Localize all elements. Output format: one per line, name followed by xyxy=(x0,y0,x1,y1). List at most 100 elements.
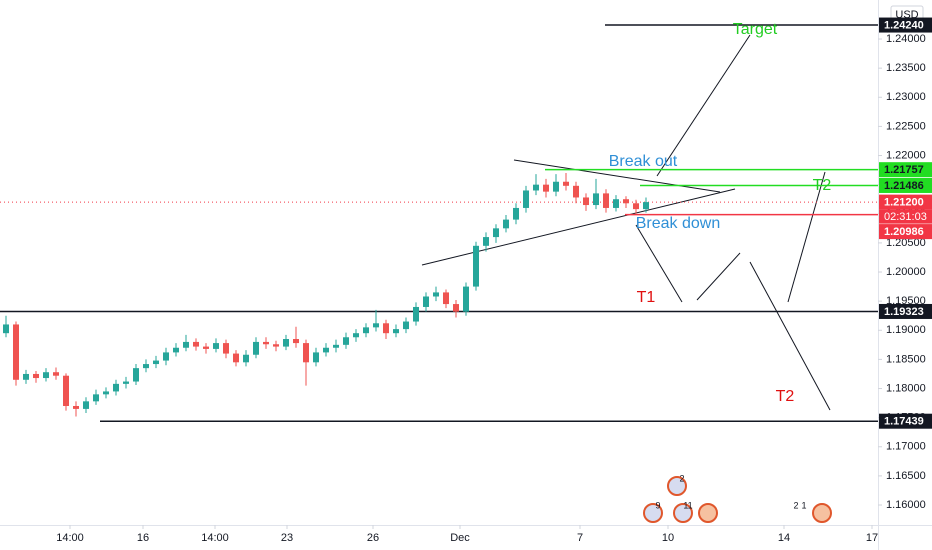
candle-body xyxy=(63,375,69,406)
candle-body xyxy=(273,344,279,347)
event-icon xyxy=(667,476,687,496)
candle-body xyxy=(623,199,629,204)
x-tick-label: 14:00 xyxy=(56,532,84,544)
candle-body xyxy=(133,368,139,382)
candle-body xyxy=(573,185,579,198)
candle-body xyxy=(213,343,219,349)
y-tick-label: 1.16000 xyxy=(886,499,926,511)
candle-body xyxy=(233,353,239,363)
candle-body xyxy=(553,181,559,192)
price-label-box xyxy=(879,162,932,178)
breakdown-path xyxy=(635,224,683,303)
x-tick-label: 14:00 xyxy=(201,532,229,544)
candle-body xyxy=(143,364,149,369)
y-tick-label: 1.22000 xyxy=(886,149,926,161)
candle-body xyxy=(383,323,389,334)
price-label: 1.17439 xyxy=(884,416,924,428)
price-label: 1.21486 xyxy=(884,180,924,192)
pullback-path xyxy=(696,252,741,301)
candle-body xyxy=(183,341,189,348)
candle-body xyxy=(163,352,169,361)
candle-body xyxy=(603,193,609,208)
y-tick-label: 1.20000 xyxy=(886,266,926,278)
price-label: 1.21200 xyxy=(884,197,924,209)
y-tick-label: 1.24000 xyxy=(886,33,926,45)
price-label-box xyxy=(879,224,932,240)
candle-body xyxy=(463,286,469,312)
candle-body xyxy=(303,343,309,363)
candle-body xyxy=(393,329,399,334)
candle-body xyxy=(313,352,319,363)
candle-body xyxy=(403,321,409,330)
t2-up-path xyxy=(787,171,826,303)
candle-body xyxy=(613,199,619,208)
candle-body xyxy=(353,333,359,338)
candle-body xyxy=(23,373,29,380)
y-tick-label: 1.18000 xyxy=(886,382,926,394)
candle-body xyxy=(563,181,569,186)
candle-body xyxy=(423,296,429,307)
countdown-box xyxy=(879,209,932,224)
y-tick-label: 1.17000 xyxy=(886,441,926,453)
candle-body xyxy=(443,292,449,305)
candle-body xyxy=(483,237,489,246)
candle-body xyxy=(43,372,49,379)
candle-body xyxy=(113,383,119,392)
candle-body xyxy=(343,337,349,345)
candle-body xyxy=(243,354,249,363)
candle-body xyxy=(493,228,499,238)
event-count: 2 xyxy=(793,500,798,510)
candle-body xyxy=(123,381,129,384)
event-count: 2 xyxy=(679,473,684,483)
candle-body xyxy=(253,341,259,355)
annotation: T1 xyxy=(637,289,656,306)
candle-body xyxy=(633,203,639,210)
candle-body xyxy=(413,306,419,322)
y-tick-label: 1.23000 xyxy=(886,91,926,103)
price-label: 1.19323 xyxy=(884,306,924,318)
event-icon xyxy=(812,503,832,523)
price-label: 1.21757 xyxy=(884,164,924,176)
candle-body xyxy=(173,347,179,353)
annotation: T2 xyxy=(813,177,832,194)
candle-body xyxy=(533,184,539,191)
y-tick-label: 1.22500 xyxy=(886,120,926,132)
triangle-upper xyxy=(513,159,721,193)
candle-body xyxy=(503,219,509,229)
annotation: Break down xyxy=(636,215,721,232)
candle-body xyxy=(53,372,59,376)
y-tick-label: 1.16500 xyxy=(886,470,926,482)
candle-body xyxy=(193,341,199,347)
candle-body xyxy=(373,323,379,328)
candle-body xyxy=(363,327,369,334)
candle-body xyxy=(593,193,599,206)
event-icon xyxy=(643,503,663,523)
candle-body xyxy=(513,207,519,220)
x-tick-label: 14 xyxy=(778,532,790,544)
candle-body xyxy=(223,343,229,354)
candle-body xyxy=(3,324,9,334)
x-tick-label: 26 xyxy=(367,532,379,544)
candle-body xyxy=(103,391,109,395)
candle-body xyxy=(523,190,529,208)
countdown-label: 02:31:03 xyxy=(884,211,927,223)
event-count: 11 xyxy=(683,500,692,510)
x-tick-label: Dec xyxy=(450,532,470,544)
candle-body xyxy=(83,401,89,409)
x-tick-label: 16 xyxy=(137,532,149,544)
t2-down-path xyxy=(749,261,831,411)
candle-body xyxy=(473,245,479,287)
price-label: 1.20986 xyxy=(884,226,924,238)
candle-body xyxy=(543,184,549,192)
annotation: T2 xyxy=(776,388,795,405)
y-tick-label: 1.19000 xyxy=(886,324,926,336)
y-tick-label: 1.20500 xyxy=(886,237,926,249)
candle-body xyxy=(93,394,99,402)
annotation: Target xyxy=(733,21,778,38)
candle-body xyxy=(433,292,439,297)
price-label-box xyxy=(879,17,932,33)
price-label: 1.24240 xyxy=(884,19,924,31)
y-tick-label: 1.18500 xyxy=(886,353,926,365)
price-label-box xyxy=(879,303,932,319)
